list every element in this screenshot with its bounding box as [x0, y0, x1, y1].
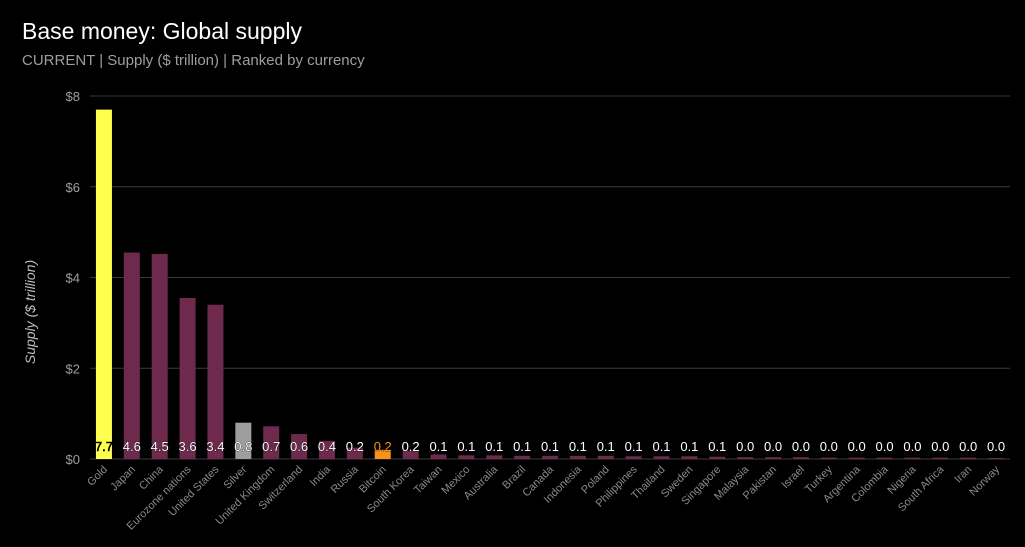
data-label: 0.2: [402, 439, 420, 454]
x-category-label: Japan: [108, 464, 138, 494]
data-label: 0.1: [680, 439, 698, 454]
bar-japan[interactable]: [123, 252, 140, 459]
data-label: 0.1: [652, 439, 670, 454]
data-label: 3.4: [206, 439, 224, 454]
bar-canada[interactable]: [542, 455, 558, 459]
data-label: 0.1: [513, 439, 531, 454]
data-label: 0.1: [485, 439, 503, 454]
x-category-label: Gold: [85, 464, 110, 489]
data-label: 0.8: [234, 439, 252, 454]
bar-singapore[interactable]: [709, 456, 726, 459]
data-label: 0.0: [876, 439, 894, 454]
data-label: 0.0: [959, 439, 977, 454]
data-label: 0.1: [625, 439, 643, 454]
data-label: 4.5: [151, 439, 169, 454]
bar-sweden[interactable]: [681, 456, 698, 459]
data-label: 0.0: [736, 439, 754, 454]
y-tick-label: $8: [66, 89, 80, 104]
bar-bitcoin[interactable]: [374, 449, 391, 459]
data-label: 0.2: [374, 439, 392, 454]
bar-israel[interactable]: [792, 457, 809, 459]
y-tick-label: $4: [66, 271, 80, 286]
data-label: 0.0: [792, 439, 810, 454]
bar-indonesia[interactable]: [569, 455, 586, 459]
bar-india[interactable]: [318, 440, 335, 459]
bar-nigeria[interactable]: [904, 457, 921, 459]
bar-switzerland[interactable]: [291, 434, 308, 459]
data-label: 0.4: [318, 439, 336, 454]
bar-mexico[interactable]: [458, 455, 475, 459]
x-category-label: Taiwan: [412, 464, 445, 497]
y-tick-label: $6: [66, 180, 80, 195]
bar-south-korea[interactable]: [402, 450, 419, 459]
bar-philippines[interactable]: [625, 456, 642, 459]
data-label: 0.0: [931, 439, 949, 454]
data-label: 0.1: [708, 439, 726, 454]
data-label: 0.1: [541, 439, 559, 454]
bar-australia[interactable]: [486, 455, 503, 459]
bar-russia[interactable]: [346, 447, 363, 459]
y-tick-label: $2: [66, 361, 80, 376]
data-label: 0.1: [569, 439, 587, 454]
data-label: 0.6: [290, 439, 308, 454]
bar-poland[interactable]: [597, 455, 614, 459]
bar-pakistan[interactable]: [765, 457, 782, 459]
bar-thailand[interactable]: [653, 456, 670, 459]
bar-norway[interactable]: [988, 458, 1005, 459]
bar-taiwan[interactable]: [430, 454, 447, 459]
data-labels: 7.7 4.6 4.5 3.6 3.4 0.8 0.7 0.6 0.4 0.2 0.2 0.2 0.1 0…: [95, 439, 1006, 455]
bar-malaysia[interactable]: [737, 457, 754, 459]
chart-subtitle: CURRENT | Supply ($ trillion) | Ranked b…: [22, 52, 365, 69]
data-label: 0.0: [987, 439, 1005, 454]
data-label: 0.1: [457, 439, 475, 454]
data-label: 0.0: [848, 439, 866, 454]
data-label: 0.2: [346, 439, 364, 454]
chart-title: Base money: Global supply: [22, 18, 302, 44]
x-category-label: Norway: [967, 463, 1002, 498]
bar-silver[interactable]: [235, 422, 252, 459]
bar-gold[interactable]: [95, 109, 112, 460]
bar-colombia[interactable]: [876, 457, 893, 459]
x-category-label: Iran: [952, 464, 974, 486]
data-label: 3.6: [179, 439, 197, 454]
data-label: 7.7: [95, 439, 113, 454]
data-label: 0.1: [597, 439, 615, 454]
bar-china[interactable]: [151, 253, 168, 459]
bar-eurozone-nations[interactable]: [179, 297, 196, 459]
bars: [95, 109, 1005, 460]
bar-united-kingdom[interactable]: [263, 426, 280, 459]
y-axis-title: Supply ($ trillion): [22, 260, 38, 364]
gridlines: [90, 95, 1010, 460]
bar-brazil[interactable]: [514, 455, 531, 459]
y-tick-label: $0: [66, 452, 80, 467]
bar-iran[interactable]: [960, 457, 977, 459]
data-label: 0.1: [429, 439, 447, 454]
y-axis-ticks: $0 $2 $4 $6 $8: [66, 89, 80, 467]
bar-argentina[interactable]: [848, 457, 865, 459]
data-label: 0.7: [262, 439, 280, 454]
bar-turkey[interactable]: [820, 457, 837, 459]
data-label: 4.6: [123, 439, 141, 454]
data-label: 0.0: [764, 439, 782, 454]
data-label: 0.0: [903, 439, 921, 454]
x-category-label: Russia: [329, 463, 362, 496]
bar-south-africa[interactable]: [932, 457, 949, 459]
bar-united-states[interactable]: [207, 304, 224, 459]
data-label: 0.0: [820, 439, 838, 454]
